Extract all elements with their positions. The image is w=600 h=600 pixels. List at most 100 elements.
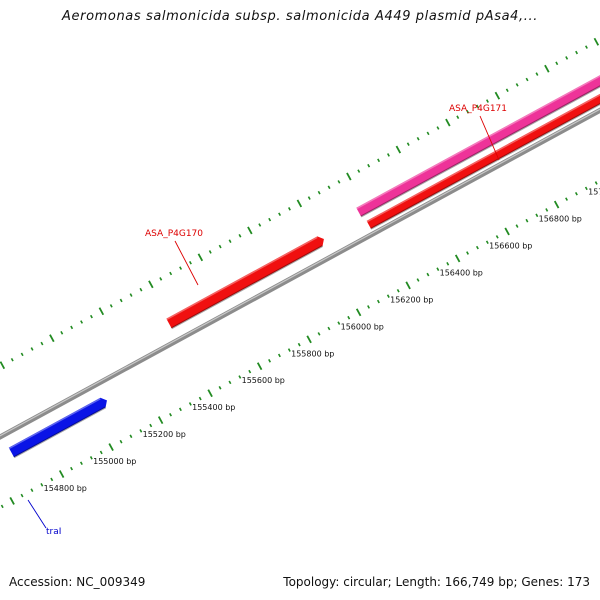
minor-tick-mark [139, 429, 143, 433]
minor-tick-mark [149, 423, 153, 428]
minor-tick-mark [535, 72, 539, 76]
minor-tick-mark [495, 235, 499, 239]
genome-summary: Topology: circular; Length: 166,749 bp; … [283, 575, 590, 589]
minor-tick-mark [367, 305, 371, 309]
major-tick-mark [197, 253, 204, 262]
gene-label-text: ASA_P4G170 [145, 229, 203, 239]
minor-tick-mark [287, 207, 291, 211]
gene-features[interactable] [8, 56, 600, 459]
minor-tick-mark [208, 250, 212, 254]
minor-tick-mark [278, 212, 282, 217]
minor-tick-mark [70, 466, 74, 471]
minor-tick-mark [317, 332, 321, 336]
tick-label: 155400 bp [192, 403, 235, 412]
tick-label: 154800 bp [44, 484, 87, 493]
minor-tick-mark [89, 314, 93, 319]
gene-arrow-shade [13, 406, 107, 459]
minor-tick-mark [188, 402, 192, 406]
backbone-highlight [0, 108, 600, 437]
minor-tick-mark [436, 126, 440, 130]
gene-asa_p4g171_a[interactable] [366, 70, 600, 230]
minor-tick-mark [575, 50, 579, 55]
minor-tick-mark [327, 326, 331, 331]
gene-arrow-shade [370, 102, 600, 230]
accession-label: Accession: NC_009349 [9, 575, 146, 589]
gene-label-trai: traI [27, 499, 61, 537]
minor-tick-mark [456, 115, 460, 120]
minor-tick-mark [416, 136, 420, 141]
minor-tick-mark [287, 348, 291, 352]
minor-tick-mark [565, 56, 569, 60]
scale-tick-labels: 154800 bp 155000 bp 155200 bp 155400 bp 1556… [44, 188, 600, 493]
major-tick-mark [9, 497, 15, 505]
gene-asa_p4g170[interactable] [165, 236, 324, 330]
gene-trai[interactable] [8, 397, 107, 459]
minor-tick-mark [574, 191, 578, 196]
gene-arrow[interactable] [8, 397, 107, 458]
major-tick-mark [395, 145, 402, 154]
minor-tick-mark [70, 325, 74, 330]
minor-tick-mark [475, 245, 479, 250]
gene-label-text: ASA_P4G171 [449, 104, 507, 114]
minor-tick-mark [426, 272, 430, 277]
major-tick-mark [405, 281, 411, 290]
minor-tick-mark [337, 180, 341, 184]
minor-tick-mark [218, 385, 222, 390]
minor-tick-mark [198, 396, 202, 401]
minor-tick-mark [119, 298, 123, 303]
minor-tick-mark [169, 271, 173, 276]
tick-label: 155600 bp [242, 376, 285, 385]
label-leader-line [174, 240, 199, 286]
minor-tick-mark [367, 163, 371, 168]
minor-tick-mark [406, 142, 410, 146]
minor-tick-mark [307, 196, 311, 200]
minor-tick-mark [79, 461, 83, 466]
gene-arrow-highlight [8, 398, 101, 450]
minor-tick-mark [248, 369, 252, 374]
minor-tick-mark [40, 341, 44, 346]
minor-tick-mark [525, 218, 529, 223]
minor-tick-mark [565, 197, 569, 201]
minor-tick-mark [485, 240, 489, 245]
major-tick-mark [98, 307, 105, 316]
gene-arrow[interactable] [166, 236, 324, 329]
major-tick-mark [58, 470, 65, 478]
minor-tick-mark [238, 375, 242, 379]
major-tick-mark [454, 254, 461, 263]
gene-label-text: traI [46, 527, 61, 537]
minor-tick-mark [466, 110, 470, 114]
major-tick-mark [494, 91, 501, 100]
minor-tick-mark [119, 439, 123, 444]
gene-asa_p4g171_b[interactable] [355, 56, 600, 218]
major-tick-mark [296, 199, 303, 208]
tick-dot-tracks [0, 37, 600, 509]
gene-arrow[interactable] [356, 56, 600, 217]
tick-label: 155200 bp [143, 430, 186, 439]
gene-arrow-highlight [355, 75, 600, 210]
gene-arrow-highlight [366, 93, 600, 223]
minor-tick-mark [327, 185, 331, 190]
gene-arrow-shade [360, 85, 600, 218]
label-leader-line [27, 499, 47, 529]
minor-tick-mark [109, 304, 113, 308]
major-tick-mark [346, 172, 352, 181]
minor-tick-mark [446, 262, 450, 266]
minor-tick-mark [178, 407, 182, 412]
minor-tick-mark [188, 260, 192, 265]
gene-arrow[interactable] [366, 70, 600, 229]
major-tick-mark [504, 227, 510, 236]
minor-tick-mark [20, 352, 24, 357]
major-tick-mark [553, 200, 560, 209]
label-leader-line [479, 115, 500, 161]
minor-tick-mark [584, 45, 588, 49]
minor-tick-mark [426, 131, 430, 136]
tick-track-inner [0, 181, 598, 509]
minor-tick-mark [297, 342, 301, 347]
minor-tick-mark [416, 278, 420, 282]
minor-tick-mark [129, 434, 133, 439]
minor-tick-mark [436, 267, 440, 271]
minor-tick-mark [159, 277, 163, 281]
major-tick-mark [108, 443, 114, 452]
tick-label: 156800 bp [539, 215, 582, 224]
